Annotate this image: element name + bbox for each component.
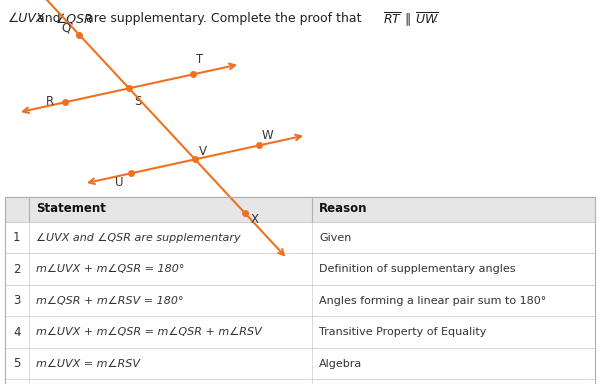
Text: Q: Q [61,22,70,35]
Text: Reason: Reason [319,202,368,215]
Text: m∠UVX + m∠QSR = m∠QSR + m∠RSV: m∠UVX + m∠QSR = m∠QSR + m∠RSV [36,327,262,337]
Text: 2: 2 [13,263,20,276]
Bar [5,379,595,384]
Text: and: and [33,12,65,25]
Text: m∠UVX = m∠RSV: m∠UVX = m∠RSV [36,359,140,369]
Text: 5: 5 [13,357,20,370]
Text: $\overline{RT}$: $\overline{RT}$ [383,12,402,28]
Bar [5,316,595,348]
Bar [5,253,595,285]
Text: V: V [199,145,206,158]
Text: Statement: Statement [36,202,106,215]
Text: Angles forming a linear pair sum to 180°: Angles forming a linear pair sum to 180° [319,296,547,306]
Bar [5,197,595,222]
Text: 1: 1 [13,231,20,244]
Text: Definition of supplementary angles: Definition of supplementary angles [319,264,516,274]
Bar [5,348,595,379]
Text: 3: 3 [13,294,20,307]
Text: S: S [134,95,141,108]
Bar [5,222,595,253]
Text: m∠QSR + m∠RSV = 180°: m∠QSR + m∠RSV = 180° [36,296,184,306]
Text: T: T [196,53,203,66]
Text: .: . [433,12,437,25]
Text: ∥: ∥ [401,12,415,25]
Text: $\overline{UW}$: $\overline{UW}$ [415,12,439,28]
Text: are supplementary. Complete the proof that: are supplementary. Complete the proof th… [82,12,366,25]
Text: Given: Given [319,233,352,243]
Bar [5,285,595,316]
Text: ∠UVX and ∠QSR are supplementary: ∠UVX and ∠QSR are supplementary [36,233,241,243]
Text: W: W [262,129,274,142]
Text: m∠UVX + m∠QSR = 180°: m∠UVX + m∠QSR = 180° [36,264,185,274]
Text: 4: 4 [13,326,20,339]
Text: Transitive Property of Equality: Transitive Property of Equality [319,327,487,337]
Text: R: R [46,95,54,108]
Text: Algebra: Algebra [319,359,362,369]
Text: X: X [250,213,259,226]
Bar [5,197,595,384]
Text: ∠QSR: ∠QSR [56,12,94,25]
Text: U: U [115,177,124,189]
Text: ∠UVX: ∠UVX [8,12,46,25]
